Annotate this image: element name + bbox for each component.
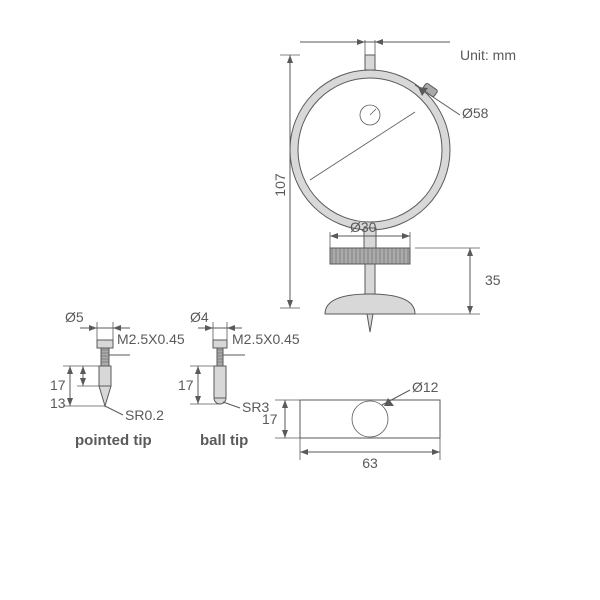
dim-12: Ø12 (412, 379, 439, 395)
drawing: 107 35 Ø58 Ø30 Unit: mm (0, 0, 600, 600)
unit-label: Unit: mm (460, 47, 516, 63)
sr02: SR0.2 (125, 407, 164, 423)
ball-title: ball tip (200, 432, 248, 449)
dim-107: 107 (272, 173, 288, 197)
dim-dial-dia: Ø58 (462, 105, 489, 121)
gauge-main (290, 55, 450, 332)
dim-13p: 13 (50, 395, 66, 411)
pointed-tip: Ø5 M2.5X0.45 17 13 SR0.2 pointed tip (50, 309, 185, 449)
thread-b: M2.5X0.45 (232, 331, 300, 347)
dim-35: 35 (485, 272, 501, 288)
dim-d4: Ø4 (190, 309, 209, 325)
dim-17p: 17 (50, 377, 66, 393)
dim-knob-dia: Ø30 (350, 219, 377, 235)
dim-d5: Ø5 (65, 309, 84, 325)
dim-17ball: 17 (178, 377, 194, 393)
dim-63: 63 (362, 455, 378, 471)
ball-tip: Ø4 M2.5X0.45 17 SR3 ball tip (178, 309, 300, 449)
thread-p: M2.5X0.45 (117, 331, 185, 347)
sr3: SR3 (242, 399, 269, 415)
base-view: 63 17 Ø12 (262, 379, 440, 471)
pointed-title: pointed tip (75, 432, 152, 449)
